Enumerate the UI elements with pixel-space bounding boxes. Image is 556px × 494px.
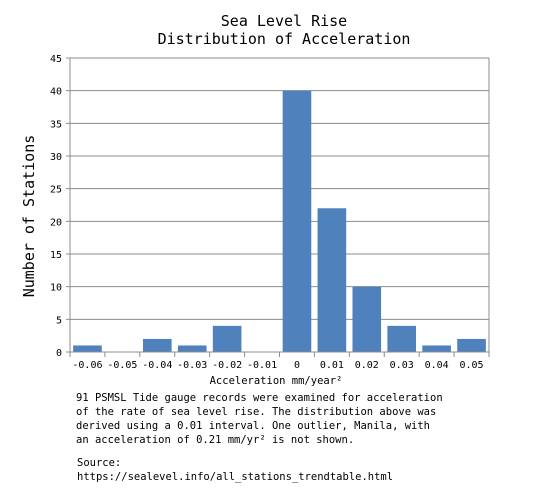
- bar-0.05: [457, 338, 486, 352]
- x-tick-label-0.03: 0.03: [390, 360, 414, 371]
- x-tick-label--0.03: -0.03: [177, 360, 207, 371]
- y-tick-label-5: 5: [56, 315, 62, 326]
- bar-0.04: [422, 345, 451, 352]
- y-tick-label-0: 0: [56, 348, 62, 359]
- source-label: Source:: [77, 457, 122, 469]
- chart-title-line-1: Sea Level Rise: [221, 12, 347, 30]
- x-tick-label-0.02: 0.02: [355, 360, 379, 371]
- y-tick-label-35: 35: [50, 119, 62, 130]
- y-tick-label-45: 45: [50, 54, 62, 65]
- bar-0: [282, 90, 312, 353]
- bar-0.01: [317, 208, 347, 352]
- bar-0.02: [352, 286, 382, 352]
- x-tick-label--0.02: -0.02: [212, 360, 242, 371]
- x-tick-labels: -0.06 -0.05 -0.04 -0.03 -0.02 -0.01 0 0.01 0.02 0…: [72, 360, 483, 371]
- bar-0.03: [387, 325, 417, 352]
- x-tick-label--0.04: -0.04: [142, 360, 172, 371]
- gridlines: [70, 57, 489, 320]
- y-tick-label-40: 40: [50, 87, 62, 98]
- source-url: https://sealevel.info/all_stations_trend…: [77, 471, 394, 483]
- chart-title-line-2: Distribution of Acceleration: [158, 30, 411, 48]
- y-tick-label-10: 10: [50, 283, 62, 294]
- x-tick-label-0.04: 0.04: [425, 360, 449, 371]
- y-axis-label: Number of Stations: [20, 135, 38, 298]
- bar--0.02: [212, 325, 242, 352]
- axes: [66, 57, 490, 357]
- x-tick-label--0.06: -0.06: [72, 360, 102, 371]
- y-tick-label-15: 15: [50, 250, 62, 261]
- x-tick-label--0.01: -0.01: [247, 360, 277, 371]
- bar--0.06: [73, 345, 102, 352]
- chart: Sea Level Rise Distribution of Accelerat…: [20, 12, 490, 387]
- y-tick-labels: 0 5 10 15 20 25 30 35 40 45: [50, 54, 62, 359]
- bar--0.04: [142, 338, 172, 352]
- bar--0.03: [177, 345, 207, 352]
- y-tick-label-25: 25: [50, 185, 62, 196]
- description-note: 91 PSMSL Tide gauge records were examine…: [76, 392, 443, 446]
- x-tick-label-0.01: 0.01: [320, 360, 344, 371]
- x-tick-label-0.05: 0.05: [459, 360, 483, 371]
- x-tick-label-0: 0: [294, 360, 300, 371]
- y-tick-label-30: 30: [50, 152, 62, 163]
- x-tick-label--0.05: -0.05: [107, 360, 137, 371]
- y-tick-label-20: 20: [50, 217, 62, 228]
- x-axis-label: Acceleration mm/year²: [210, 375, 343, 387]
- bars: [73, 90, 486, 353]
